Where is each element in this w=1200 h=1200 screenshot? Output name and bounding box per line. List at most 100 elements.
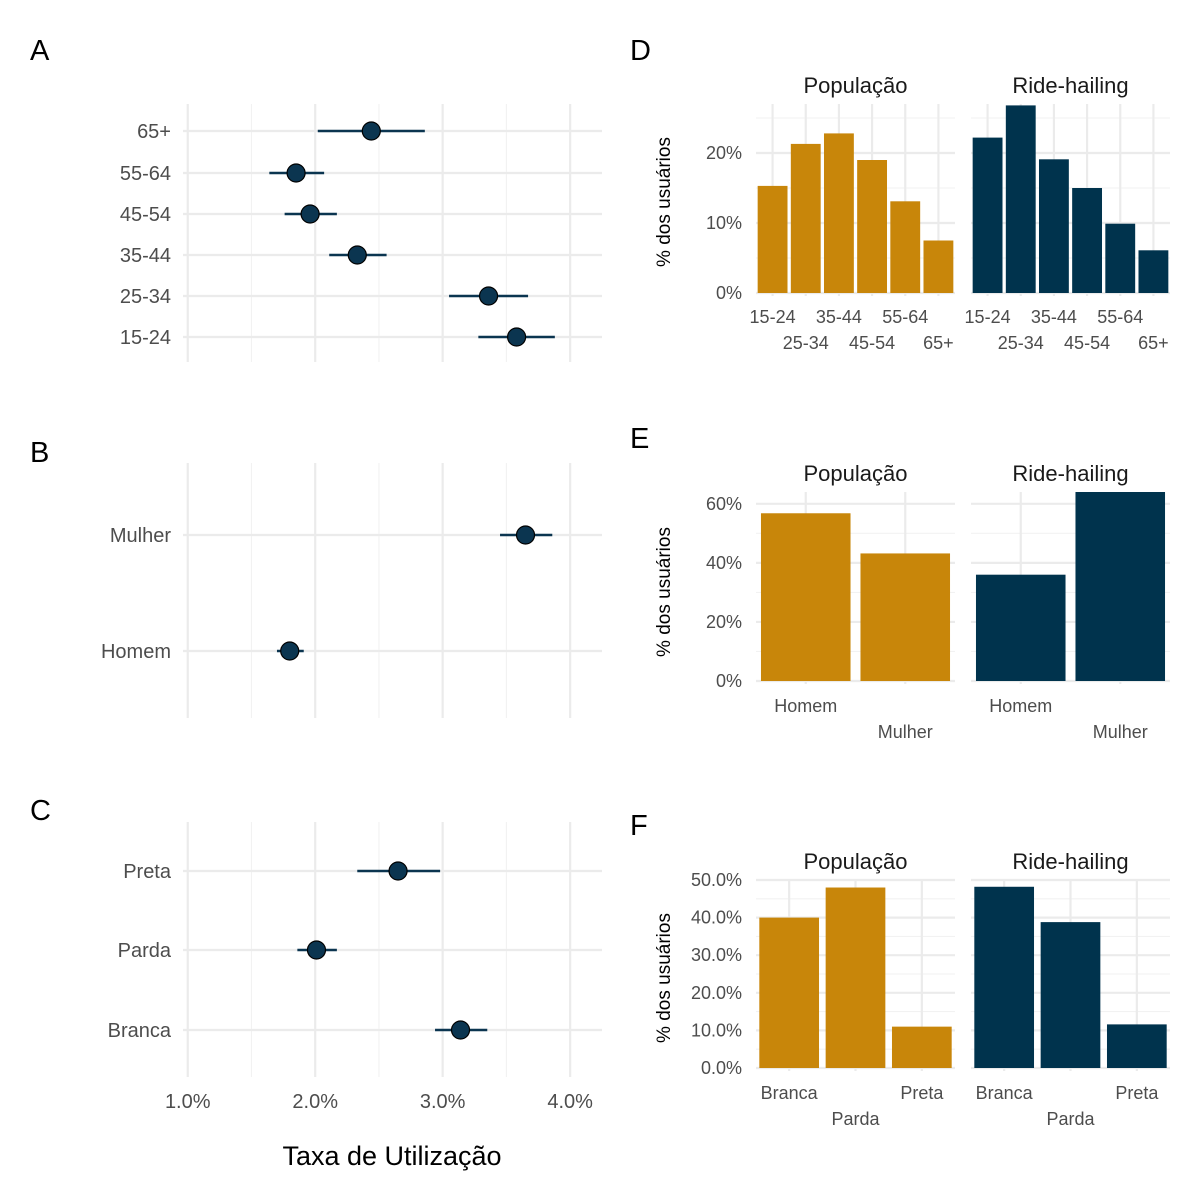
y-tick-label-e: 20%: [706, 612, 742, 632]
bar-d-ride-hailing: [1072, 188, 1103, 293]
bar-d-populacao: [823, 133, 854, 293]
estimate-point-c: [306, 940, 327, 960]
x-category-label-e: Mulher: [878, 722, 933, 742]
y-tick-label-d: 10%: [706, 213, 742, 233]
bar-e-ride-hailing: [975, 574, 1066, 681]
facet-title-f: População: [804, 849, 908, 874]
bar-d-populacao: [757, 185, 788, 293]
x-category-label-d: 35-44: [1031, 307, 1077, 327]
y-tick-label-d: 0%: [716, 283, 742, 303]
y-tick-label-f: 30.0%: [691, 945, 742, 965]
bar-d-populacao: [890, 201, 921, 293]
estimate-point-a: [300, 204, 320, 224]
x-category-label-d: 65+: [1138, 333, 1169, 353]
x-category-label-e: Homem: [774, 696, 837, 716]
category-label-a: 15-24: [120, 327, 171, 349]
y-tick-label-d: 20%: [706, 143, 742, 163]
x-tick-label: 2.0%: [292, 1091, 338, 1113]
bar-f-ride-hailing: [1106, 1024, 1167, 1068]
bar-d-ride-hailing: [972, 137, 1003, 293]
x-tick-label: 1.0%: [165, 1091, 211, 1113]
x-category-label-d: 65+: [923, 333, 954, 353]
facet-title-e: Ride-hailing: [1012, 461, 1128, 486]
facet-title-d: População: [804, 73, 908, 98]
category-label-c: Preta: [123, 861, 172, 883]
category-label-a: 45-54: [120, 204, 171, 226]
panel-label-d: D: [630, 35, 651, 67]
estimate-point-a: [361, 121, 381, 141]
bar-d-ride-hailing: [1105, 223, 1136, 293]
y-axis-title-f: % dos usuários: [654, 913, 675, 1043]
x-category-label-f: Preta: [1115, 1083, 1159, 1103]
x-category-label-d: 15-24: [965, 307, 1011, 327]
facet-title-d: Ride-hailing: [1012, 73, 1128, 98]
x-category-label-e: Mulher: [1093, 722, 1148, 742]
estimate-point-a: [347, 245, 367, 265]
bar-d-ride-hailing: [1005, 105, 1036, 294]
panel-label-f: F: [630, 810, 648, 842]
bar-e-populacao: [860, 553, 951, 681]
category-label-a: 55-64: [120, 163, 171, 185]
bar-f-populacao: [891, 1026, 952, 1068]
bar-e-ride-hailing: [1075, 492, 1166, 681]
y-tick-label-e: 60%: [706, 494, 742, 514]
x-category-label-d: 45-54: [849, 333, 895, 353]
estimate-point-c: [450, 1020, 471, 1040]
estimate-point-a: [286, 163, 306, 183]
y-tick-label-f: 20.0%: [691, 983, 742, 1003]
x-category-label-e: Homem: [989, 696, 1052, 716]
x-axis-title: Taxa de Utilização: [282, 1141, 501, 1171]
bar-f-populacao: [825, 887, 886, 1068]
x-category-label-f: Parda: [831, 1109, 880, 1129]
facet-title-f: Ride-hailing: [1012, 849, 1128, 874]
x-category-label-d: 25-34: [783, 333, 829, 353]
bar-f-populacao: [759, 917, 820, 1068]
x-category-label-d: 35-44: [816, 307, 862, 327]
category-label-a: 25-34: [120, 286, 171, 308]
estimate-point-a: [478, 286, 499, 306]
y-tick-label-e: 0%: [716, 671, 742, 691]
bar-d-ride-hailing: [1038, 159, 1069, 293]
bar-e-populacao: [760, 513, 851, 681]
x-category-label-d: 55-64: [1097, 307, 1143, 327]
bar-d-populacao: [857, 160, 888, 293]
bar-d-populacao: [790, 143, 821, 293]
category-label-a: 65+: [137, 121, 171, 143]
bar-d-populacao: [923, 240, 954, 293]
category-label-c: Parda: [118, 940, 172, 962]
y-tick-label-e: 40%: [706, 553, 742, 573]
x-category-label-d: 25-34: [998, 333, 1044, 353]
category-label-c: Branca: [108, 1020, 172, 1042]
category-label-b: Homem: [101, 641, 171, 663]
x-category-label-f: Parda: [1046, 1109, 1095, 1129]
x-category-label-f: Branca: [761, 1083, 819, 1103]
x-category-label-d: 45-54: [1064, 333, 1110, 353]
bar-f-ride-hailing: [974, 886, 1035, 1068]
x-category-label-d: 15-24: [750, 307, 796, 327]
x-tick-label: 3.0%: [420, 1091, 466, 1113]
estimate-point-b: [515, 525, 536, 545]
y-axis-title-d: % dos usuários: [654, 137, 675, 267]
y-tick-label-f: 40.0%: [691, 908, 742, 928]
estimate-point-b: [280, 641, 300, 661]
x-category-label-d: 55-64: [882, 307, 928, 327]
y-tick-label-f: 0.0%: [701, 1058, 742, 1078]
category-label-a: 35-44: [120, 245, 171, 267]
bar-d-ride-hailing: [1138, 250, 1169, 293]
panel-label-b: B: [30, 437, 49, 469]
estimate-point-a: [506, 327, 527, 347]
bar-f-ride-hailing: [1040, 922, 1101, 1068]
estimate-point-c: [388, 861, 408, 881]
category-label-b: Mulher: [110, 525, 171, 547]
panel-label-c: C: [30, 795, 51, 827]
y-tick-label-f: 50.0%: [691, 870, 742, 890]
y-axis-title-e: % dos usuários: [654, 527, 675, 657]
x-category-label-f: Branca: [976, 1083, 1034, 1103]
x-tick-label: 4.0%: [547, 1091, 593, 1113]
y-tick-label-f: 10.0%: [691, 1020, 742, 1040]
x-category-label-f: Preta: [900, 1083, 944, 1103]
panel-label-a: A: [30, 35, 50, 67]
facet-title-e: População: [804, 461, 908, 486]
panel-label-e: E: [630, 423, 649, 455]
